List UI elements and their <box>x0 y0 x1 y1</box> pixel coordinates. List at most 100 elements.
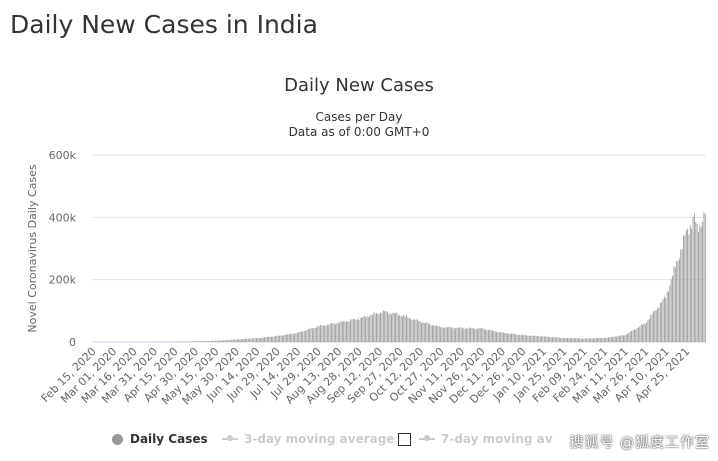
data-bar <box>266 336 268 342</box>
data-bar <box>530 335 532 342</box>
data-bar <box>691 228 693 342</box>
data-bar <box>255 338 257 342</box>
data-bar <box>651 314 653 342</box>
data-bar <box>284 334 286 342</box>
data-bar <box>523 335 525 342</box>
data-bar <box>374 313 376 342</box>
data-bar <box>513 334 515 342</box>
data-bar <box>195 341 197 342</box>
data-bar <box>605 337 607 342</box>
data-bar <box>680 249 682 342</box>
data-bar <box>609 337 611 342</box>
data-bar <box>373 312 375 342</box>
data-bar <box>366 315 368 342</box>
data-bar <box>426 322 428 342</box>
data-bar <box>190 341 192 342</box>
data-bar <box>483 329 485 342</box>
data-bar <box>452 327 454 342</box>
data-bar <box>500 332 502 342</box>
data-bar <box>332 323 334 342</box>
data-bar <box>466 328 467 342</box>
data-bar <box>692 217 694 342</box>
data-bar <box>306 330 308 342</box>
data-bar <box>661 301 663 342</box>
data-bar <box>482 328 484 342</box>
data-bar <box>481 328 482 342</box>
data-bar <box>225 340 227 342</box>
data-bar <box>520 335 522 342</box>
data-bar <box>447 327 448 342</box>
legend-item-3-day-average[interactable]: 3-day moving average <box>222 430 394 448</box>
data-bar <box>264 337 266 342</box>
data-bar <box>639 326 641 342</box>
data-bar <box>453 328 455 342</box>
data-bar <box>627 333 628 342</box>
data-bar <box>659 303 661 342</box>
data-bar <box>635 329 637 342</box>
data-bar <box>385 311 387 342</box>
data-bar <box>623 335 624 342</box>
data-bar <box>668 291 669 342</box>
data-bar <box>538 336 540 342</box>
data-bar <box>526 335 528 342</box>
data-bar <box>558 337 560 342</box>
data-bar <box>633 329 635 342</box>
data-bar <box>221 340 223 342</box>
data-bar <box>205 341 207 342</box>
data-bar <box>657 307 658 342</box>
data-bar <box>511 333 512 342</box>
data-bar <box>288 334 290 342</box>
data-bar <box>603 337 605 342</box>
data-bar <box>599 338 601 342</box>
data-bar <box>440 326 442 342</box>
data-bar <box>273 336 275 342</box>
data-bar <box>295 333 297 342</box>
data-bar <box>416 319 418 342</box>
data-bar <box>662 299 664 342</box>
data-bar <box>215 340 216 342</box>
legend-label: 3-day moving average <box>244 432 395 446</box>
data-bar <box>414 320 416 342</box>
data-bar <box>676 260 678 342</box>
data-bar <box>311 328 313 342</box>
data-bar <box>508 333 510 342</box>
data-bar <box>568 337 570 342</box>
data-bar <box>236 339 238 342</box>
data-bar <box>427 323 429 342</box>
data-bar <box>642 324 643 342</box>
data-bar <box>359 317 361 342</box>
data-bar <box>425 322 427 342</box>
data-bar <box>415 319 417 342</box>
data-bar <box>670 279 672 342</box>
data-bar <box>537 336 538 342</box>
data-bar <box>647 320 649 342</box>
data-bar <box>223 340 225 342</box>
data-bar <box>549 337 551 342</box>
data-bar <box>279 335 281 342</box>
data-bar <box>363 315 365 342</box>
data-bar <box>672 275 674 342</box>
data-bar <box>674 267 676 342</box>
data-bar <box>696 223 698 342</box>
data-bar <box>638 327 639 342</box>
legend-item-daily-cases[interactable]: Daily Cases <box>112 430 208 448</box>
data-bar <box>307 328 309 342</box>
data-bar <box>606 337 608 342</box>
data-bar <box>321 325 323 342</box>
data-bar <box>247 338 249 342</box>
data-bar <box>213 340 215 342</box>
data-bar <box>393 312 395 342</box>
data-bar <box>683 235 684 342</box>
data-bar <box>693 213 695 342</box>
data-bar <box>262 337 264 342</box>
data-bar <box>579 338 581 342</box>
legend-checkbox[interactable] <box>398 432 411 446</box>
legend-item-7-day-average[interactable]: 7-day moving av <box>398 430 553 448</box>
data-bar <box>590 338 592 342</box>
data-bar <box>575 338 577 342</box>
data-bar <box>565 337 567 342</box>
data-bar <box>598 337 600 342</box>
data-bar <box>455 327 457 342</box>
data-bar <box>407 317 409 342</box>
data-bar <box>250 338 252 342</box>
